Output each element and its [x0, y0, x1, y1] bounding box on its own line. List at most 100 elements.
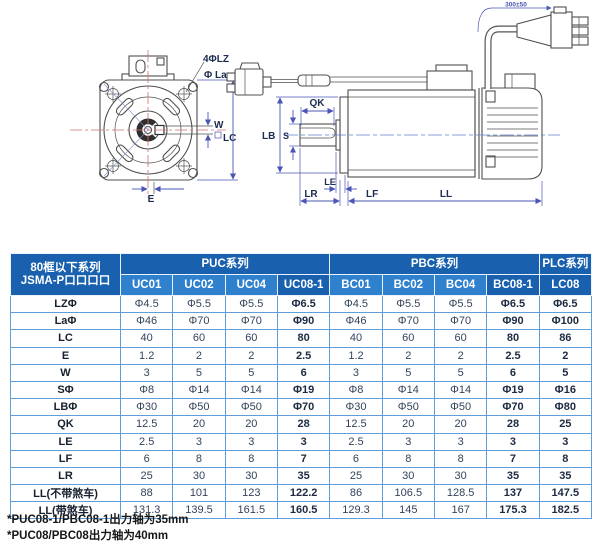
motor-side-view: 300±50 LB S QK LE LR LF	[226, 2, 589, 206]
spec-value-cell: 25	[329, 466, 383, 486]
spec-value-cell: 35	[486, 466, 540, 486]
table-title-line2: JSMA-P口口口口	[20, 274, 111, 287]
body-length-label: LL	[440, 189, 452, 200]
spec-value-cell: Φ14	[381, 380, 435, 400]
model-column-header: UC04	[224, 274, 278, 296]
spec-value-cell: Φ6.5	[276, 294, 331, 314]
spec-table: 80框以下系列 JSMA-P口口口口 PUC系列 PBC系列 PLC系列 UC01 UC02…	[10, 253, 593, 520]
spec-value-cell: 3	[276, 432, 331, 451]
spec-value-cell: Φ14	[433, 380, 488, 400]
spec-value-cell: 106.5	[381, 484, 435, 503]
spec-value-cell: Φ70	[486, 398, 540, 417]
spec-row: LBΦ Φ30 Φ50 Φ50 Φ70 Φ30 Φ50 Φ50 Φ70 Φ80	[10, 398, 593, 417]
spec-value-cell: 12.5	[119, 415, 174, 434]
spec-row: E 1.2 2 2 2.5 1.2 2 2 2.5 2	[10, 346, 593, 365]
cable-length-label: 300±50	[505, 2, 527, 9]
spec-value-cell: Φ30	[329, 398, 383, 417]
spec-value-cell: 60	[381, 329, 435, 348]
spec-value-cell: 35	[538, 466, 593, 486]
side-body	[347, 89, 476, 178]
spec-value-cell: 20	[172, 415, 226, 434]
spec-value-cell: 3	[224, 432, 278, 451]
spec-value-cell: 3	[538, 432, 593, 451]
dimension-row-label: LC	[10, 329, 121, 348]
spec-value-cell: 123	[224, 484, 278, 503]
spec-value-cell: 3	[119, 363, 174, 382]
model-column-header: BC04	[433, 274, 488, 296]
spec-value-cell: 86	[538, 329, 593, 348]
spec-value-cell: Φ6.5	[486, 294, 540, 314]
spec-value-cell: 145	[381, 501, 435, 520]
footnote-line: *PUC08/PBC08出力轴为40mm	[7, 529, 169, 542]
spec-value-cell: 60	[172, 329, 226, 348]
spec-value-cell: 5	[433, 363, 488, 382]
spec-value-cell: Φ4.5	[329, 294, 383, 314]
spec-row: LR 25 30 30 35 25 30 30 35 35	[10, 466, 593, 486]
spec-value-cell: 30	[172, 466, 226, 486]
spec-value-cell: 2	[381, 346, 435, 365]
front-box-tab	[156, 57, 165, 66]
spec-value-cell: Φ6.5	[538, 294, 593, 314]
spec-value-cell: 3	[172, 432, 226, 451]
rear-cap	[481, 87, 543, 180]
spec-value-cell: Φ4.5	[119, 294, 174, 314]
le-label: LE	[324, 177, 336, 187]
spec-table-head: 80框以下系列 JSMA-P口口口口 PUC系列 PBC系列 PLC系列 UC01 UC02…	[10, 253, 593, 296]
bolt-holes-label: 4ΦLZ	[203, 54, 229, 65]
spec-value-cell: 129.3	[329, 501, 383, 520]
spec-value-cell: 3	[486, 432, 540, 451]
table-title-line1: 80框以下系列	[30, 261, 101, 274]
dimension-diagram: 4ΦLZ Φ La W LC E	[70, 2, 589, 206]
spec-value-cell: 3	[329, 363, 383, 382]
spec-value-cell: Φ8	[119, 380, 174, 400]
spec-value-cell: 25	[119, 466, 174, 486]
spec-value-cell: Φ70	[172, 312, 226, 331]
spec-row: LE 2.5 3 3 3 2.5 3 3 3 3	[10, 432, 593, 451]
flange-size-label: LC	[223, 133, 236, 144]
spec-value-cell: 122.2	[276, 484, 331, 503]
spec-value-cell: 20	[381, 415, 435, 434]
spec-value-cell: Φ90	[276, 312, 331, 331]
spec-value-cell: 8	[224, 449, 278, 468]
spec-value-cell: 2.5	[119, 432, 174, 451]
model-column-header: UC02	[172, 274, 226, 296]
spec-value-cell: Φ5.5	[224, 294, 278, 314]
dimension-row-label: E	[10, 346, 121, 365]
spec-value-cell: 3	[433, 432, 488, 451]
spec-value-cell: Φ50	[381, 398, 435, 417]
pilot-diameter-label: Φ La	[204, 70, 227, 81]
spec-value-cell: 8	[381, 449, 435, 468]
spec-value-cell: 12.5	[329, 415, 383, 434]
spec-value-cell: 30	[224, 466, 278, 486]
key-offset-label: E	[148, 194, 155, 205]
spec-value-cell: Φ46	[119, 312, 174, 331]
spec-value-cell: 80	[486, 329, 540, 348]
power-plug	[516, 6, 589, 49]
spec-value-cell: 2.5	[329, 432, 383, 451]
rear-clip-bottom	[485, 155, 496, 168]
spec-value-cell: 2	[433, 346, 488, 365]
dimension-row-label: LZΦ	[10, 294, 121, 314]
spec-value-cell: 80	[276, 329, 331, 348]
spec-value-cell: Φ16	[538, 380, 593, 400]
front-mounting-holes	[98, 81, 199, 179]
encoder-connector	[226, 62, 272, 96]
spec-value-cell: 40	[329, 329, 383, 348]
spec-row: QK 12.5 20 20 28 12.5 20 20 28 25	[10, 415, 593, 434]
spec-value-cell: 60	[224, 329, 278, 348]
model-column-header: LC08	[538, 274, 593, 296]
spec-row: LaΦ Φ46 Φ70 Φ70 Φ90 Φ46 Φ70 Φ70 Φ90 Φ100	[10, 312, 593, 331]
spec-value-cell: Φ19	[276, 380, 331, 400]
model-column-header: BC08-1	[486, 274, 540, 296]
spec-value-cell: 30	[433, 466, 488, 486]
spec-value-cell: 5	[172, 363, 226, 382]
spec-value-cell: Φ50	[433, 398, 488, 417]
spec-value-cell: 28	[276, 415, 331, 434]
spec-value-cell: Φ14	[172, 380, 226, 400]
spec-value-cell: 5	[381, 363, 435, 382]
spec-value-cell: 8	[172, 449, 226, 468]
series-group-header: PUC系列	[119, 253, 331, 275]
spec-value-cell: Φ70	[224, 312, 278, 331]
spec-value-cell: 20	[433, 415, 488, 434]
square-symbol	[214, 131, 222, 139]
